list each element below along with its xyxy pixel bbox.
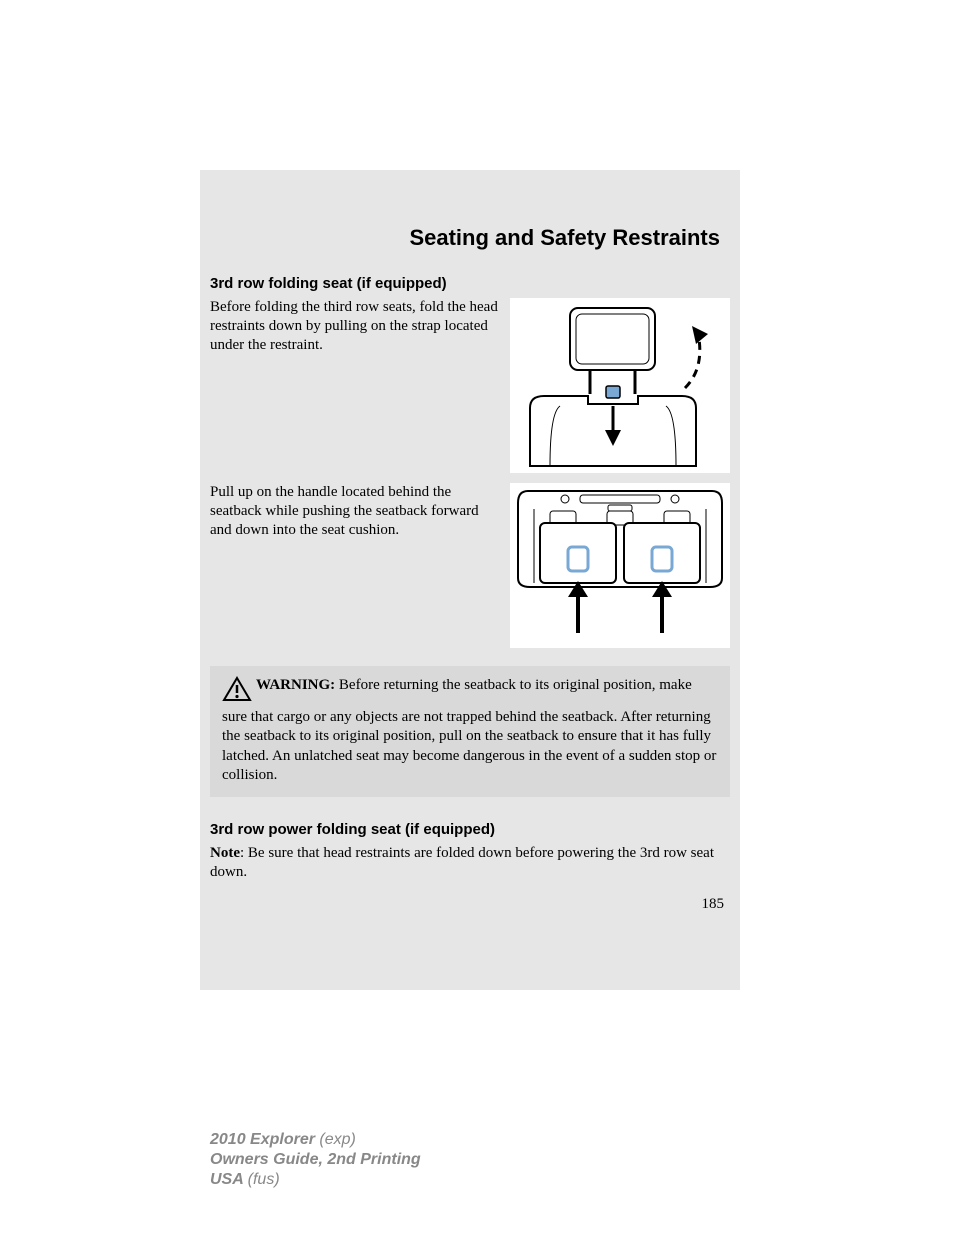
figure-rear-seats xyxy=(510,483,730,648)
warning-label: WARNING: xyxy=(256,677,335,693)
footer-code2: (fus) xyxy=(248,1171,280,1188)
para-fold-headrest: Before folding the third row seats, fold… xyxy=(210,298,498,354)
subheading-folding-seat: 3rd row folding seat (if equipped) xyxy=(210,275,730,292)
figure-headrest xyxy=(510,298,730,473)
note-text: : Be sure that head restraints are folde… xyxy=(210,845,714,881)
warning-text: WARNING: Before returning the seatback t… xyxy=(222,676,718,785)
note-label: Note xyxy=(210,845,240,861)
para-pull-handle: Pull up on the handle located behind the… xyxy=(210,483,498,539)
footer: 2010 Explorer (exp) Owners Guide, 2nd Pr… xyxy=(210,1130,421,1190)
row-pull-handle: Pull up on the handle located behind the… xyxy=(210,483,730,648)
row-fold-headrest: Before folding the third row seats, fold… xyxy=(210,298,730,473)
page-content: Seating and Safety Restraints 3rd row fo… xyxy=(210,225,730,883)
footer-code1: (exp) xyxy=(319,1131,355,1148)
section-title: Seating and Safety Restraints xyxy=(210,225,730,251)
footer-line1: 2010 Explorer (exp) xyxy=(210,1130,421,1150)
page-number: 185 xyxy=(702,896,725,913)
footer-line3: USA (fus) xyxy=(210,1170,421,1190)
footer-model: 2010 Explorer xyxy=(210,1131,319,1148)
warning-box: WARNING: Before returning the seatback t… xyxy=(210,666,730,797)
footer-region: USA xyxy=(210,1171,248,1188)
subheading-power-folding: 3rd row power folding seat (if equipped) xyxy=(210,821,730,838)
footer-line2: Owners Guide, 2nd Printing xyxy=(210,1150,421,1170)
warning-triangle-icon xyxy=(222,676,252,708)
note-line: Note: Be sure that head restraints are f… xyxy=(210,844,730,883)
